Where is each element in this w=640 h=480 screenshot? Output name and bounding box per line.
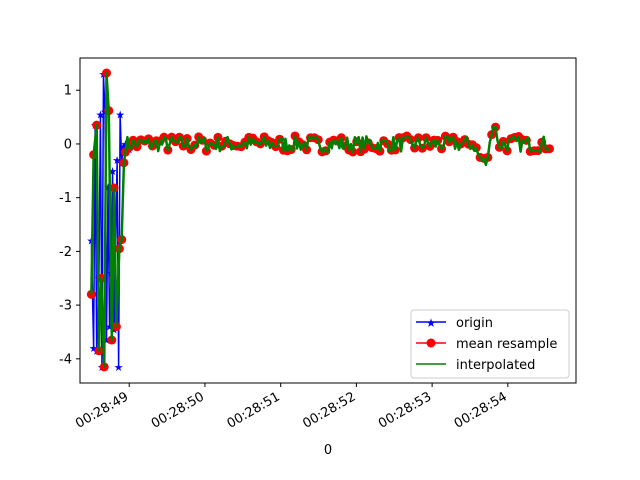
legend: ★ origin mean resample interpolated xyxy=(410,309,570,379)
y-tick-label: 0 xyxy=(64,137,72,152)
y-tick-label: -2 xyxy=(59,245,72,260)
legend-mean-marker xyxy=(426,338,436,348)
mean-resample-point xyxy=(86,289,96,299)
origin-point: ★ xyxy=(114,361,124,374)
origin-point: ★ xyxy=(118,141,128,154)
origin-point: ★ xyxy=(115,108,125,121)
legend-origin-label: origin xyxy=(456,316,493,331)
origin-point: ★ xyxy=(102,334,112,347)
origin-point: ★ xyxy=(89,342,99,355)
legend-box xyxy=(410,309,570,379)
origin-point: ★ xyxy=(112,154,122,167)
legend-mean-label: mean resample xyxy=(456,337,557,352)
series-layer: ★★★★★★★★★★★★★★★★★★★★★★★★★ xyxy=(86,68,554,374)
x-axis-label: 0 xyxy=(324,443,332,458)
legend-interp-label: interpolated xyxy=(456,358,535,373)
origin-point: ★ xyxy=(96,108,106,121)
y-tick-label: -3 xyxy=(59,299,72,314)
plot-frame xyxy=(79,57,577,384)
origin-point: ★ xyxy=(103,181,113,194)
legend-origin-marker: ★ xyxy=(426,316,437,330)
origin-point: ★ xyxy=(108,165,118,178)
y-tick-label: -1 xyxy=(59,191,72,206)
interpolated-line xyxy=(90,71,551,369)
origin-point: ★ xyxy=(105,321,115,334)
y-tick-label: 1 xyxy=(64,84,72,99)
y-tick-label: -4 xyxy=(59,352,72,367)
